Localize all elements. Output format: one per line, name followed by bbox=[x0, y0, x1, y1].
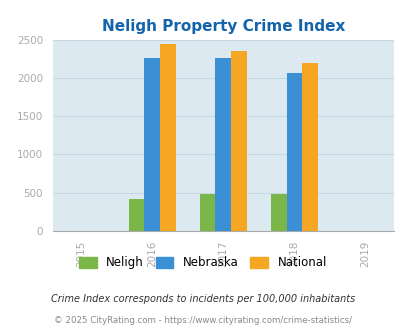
Bar bbox=[286, 73, 301, 231]
Bar bbox=[160, 44, 175, 231]
Legend: Neligh, Nebraska, National: Neligh, Nebraska, National bbox=[74, 252, 331, 274]
Bar bbox=[270, 194, 286, 231]
Bar bbox=[128, 199, 144, 231]
Bar bbox=[301, 63, 317, 231]
Bar bbox=[199, 194, 215, 231]
Text: © 2025 CityRating.com - https://www.cityrating.com/crime-statistics/: © 2025 CityRating.com - https://www.city… bbox=[54, 315, 351, 325]
Title: Neligh Property Crime Index: Neligh Property Crime Index bbox=[101, 19, 344, 34]
Text: Crime Index corresponds to incidents per 100,000 inhabitants: Crime Index corresponds to incidents per… bbox=[51, 294, 354, 304]
Bar bbox=[215, 58, 230, 231]
Bar bbox=[230, 51, 246, 231]
Bar bbox=[144, 58, 160, 231]
